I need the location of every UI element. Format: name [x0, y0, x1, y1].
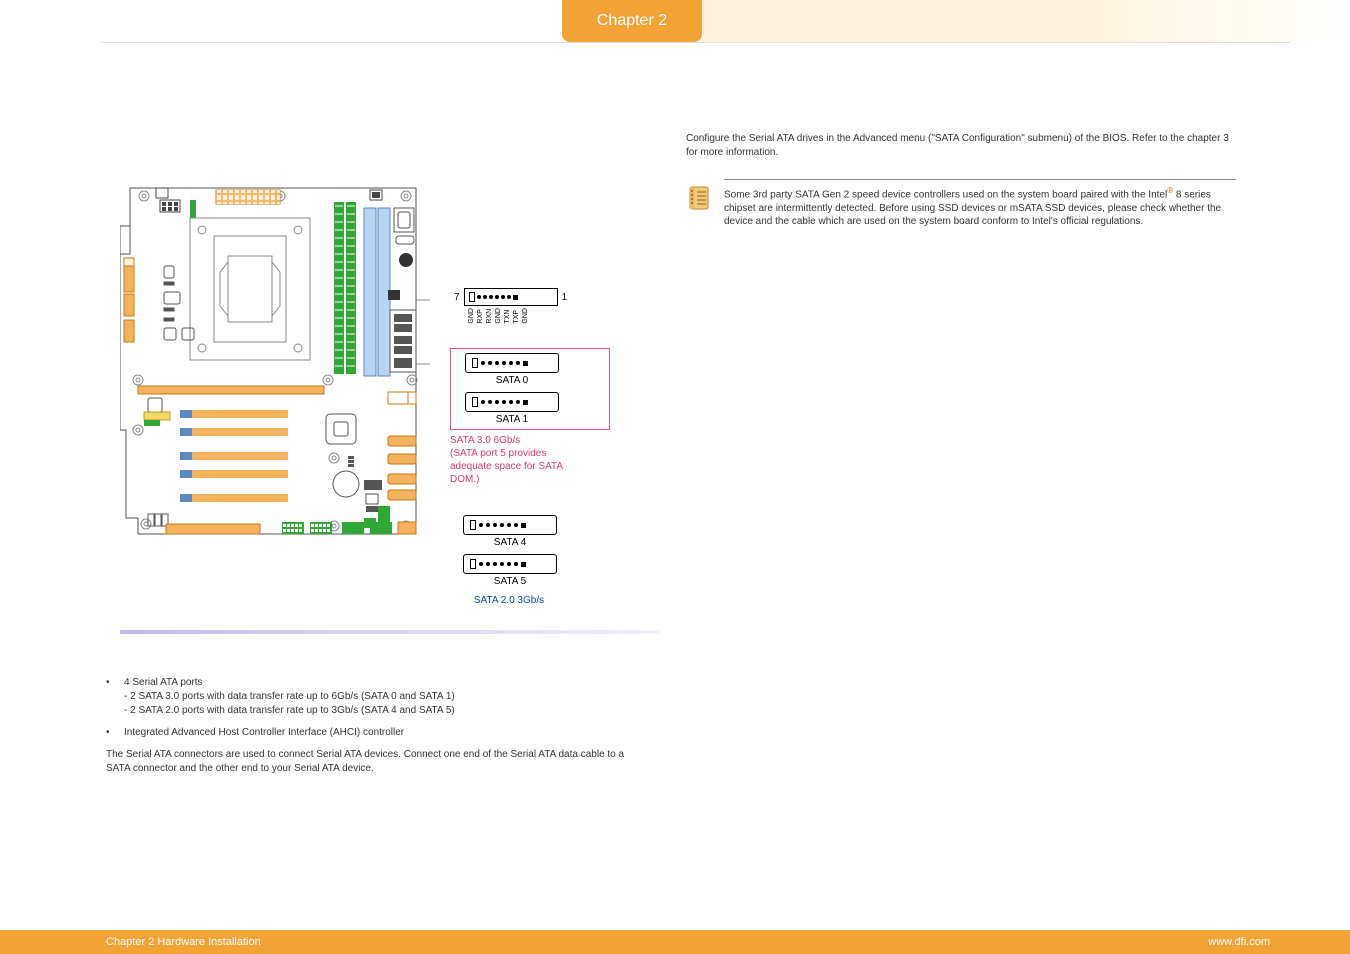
note-icon — [686, 179, 712, 229]
footer-right: www.dfi.com — [1208, 936, 1270, 948]
footer: Chapter 2 Hardware Installation www.dfi.… — [0, 930, 1350, 954]
sata5-port — [463, 554, 557, 574]
header-gradient — [702, 0, 1350, 42]
bullet-sata-ports: 4 Serial ATA ports — [124, 676, 455, 690]
top-divider — [100, 42, 1290, 43]
sata4-label: SATA 4 — [463, 537, 557, 548]
sata5-label: SATA 5 — [463, 576, 557, 587]
right-paragraph: Configure the Serial ATA drives in the A… — [686, 132, 1236, 159]
sata3-caption: SATA 3.0 6Gb/s (SATA port 5 provides ade… — [450, 434, 620, 486]
footer-left: Chapter 2 Hardware Installation — [106, 936, 261, 948]
bullet-sata3-sub: - 2 SATA 3.0 ports with data transfer ra… — [124, 690, 455, 704]
sata0-port — [465, 353, 559, 373]
sata-pin-header: 7 1 GND RXP RXN GND TXN TXP GND — [454, 288, 574, 324]
sata1-port — [465, 392, 559, 412]
sata-group-3: SATA 0 SATA 1 SATA 3.0 6Gb/s (SATA port … — [450, 348, 610, 486]
left-body-text: • 4 Serial ATA ports - 2 SATA 3.0 ports … — [106, 676, 636, 776]
pin-labels: GND RXP RXN GND TXN TXP GND — [468, 308, 574, 324]
pin-num-7: 7 — [454, 292, 460, 303]
bullet-sata2-sub: - 2 SATA 2.0 ports with data transfer ra… — [124, 704, 455, 718]
sata2-caption: SATA 2.0 3Gb/s — [450, 594, 568, 607]
sata0-label: SATA 0 — [465, 375, 559, 386]
sata-group-2: SATA 4 SATA 5 SATA 2.0 3Gb/s — [450, 512, 610, 607]
sata4-port — [463, 515, 557, 535]
note-box: Some 3rd party SATA Gen 2 speed device c… — [686, 179, 1236, 229]
sata1-label: SATA 1 — [465, 414, 559, 425]
pin-num-1: 1 — [562, 292, 568, 303]
bullet-ahci: Integrated Advanced Host Controller Inte… — [124, 726, 404, 740]
note-body: Some 3rd party SATA Gen 2 speed device c… — [724, 179, 1236, 229]
right-body-text: Configure the Serial ATA drives in the A… — [686, 132, 1236, 229]
chapter-tab: Chapter 2 — [562, 0, 702, 42]
diagram-divider — [120, 630, 660, 634]
left-paragraph: The Serial ATA connectors are used to co… — [106, 748, 636, 776]
motherboard-diagram: 7 1 GND RXP RXN GND TXN TXP GND SATA 0 S… — [120, 180, 550, 620]
